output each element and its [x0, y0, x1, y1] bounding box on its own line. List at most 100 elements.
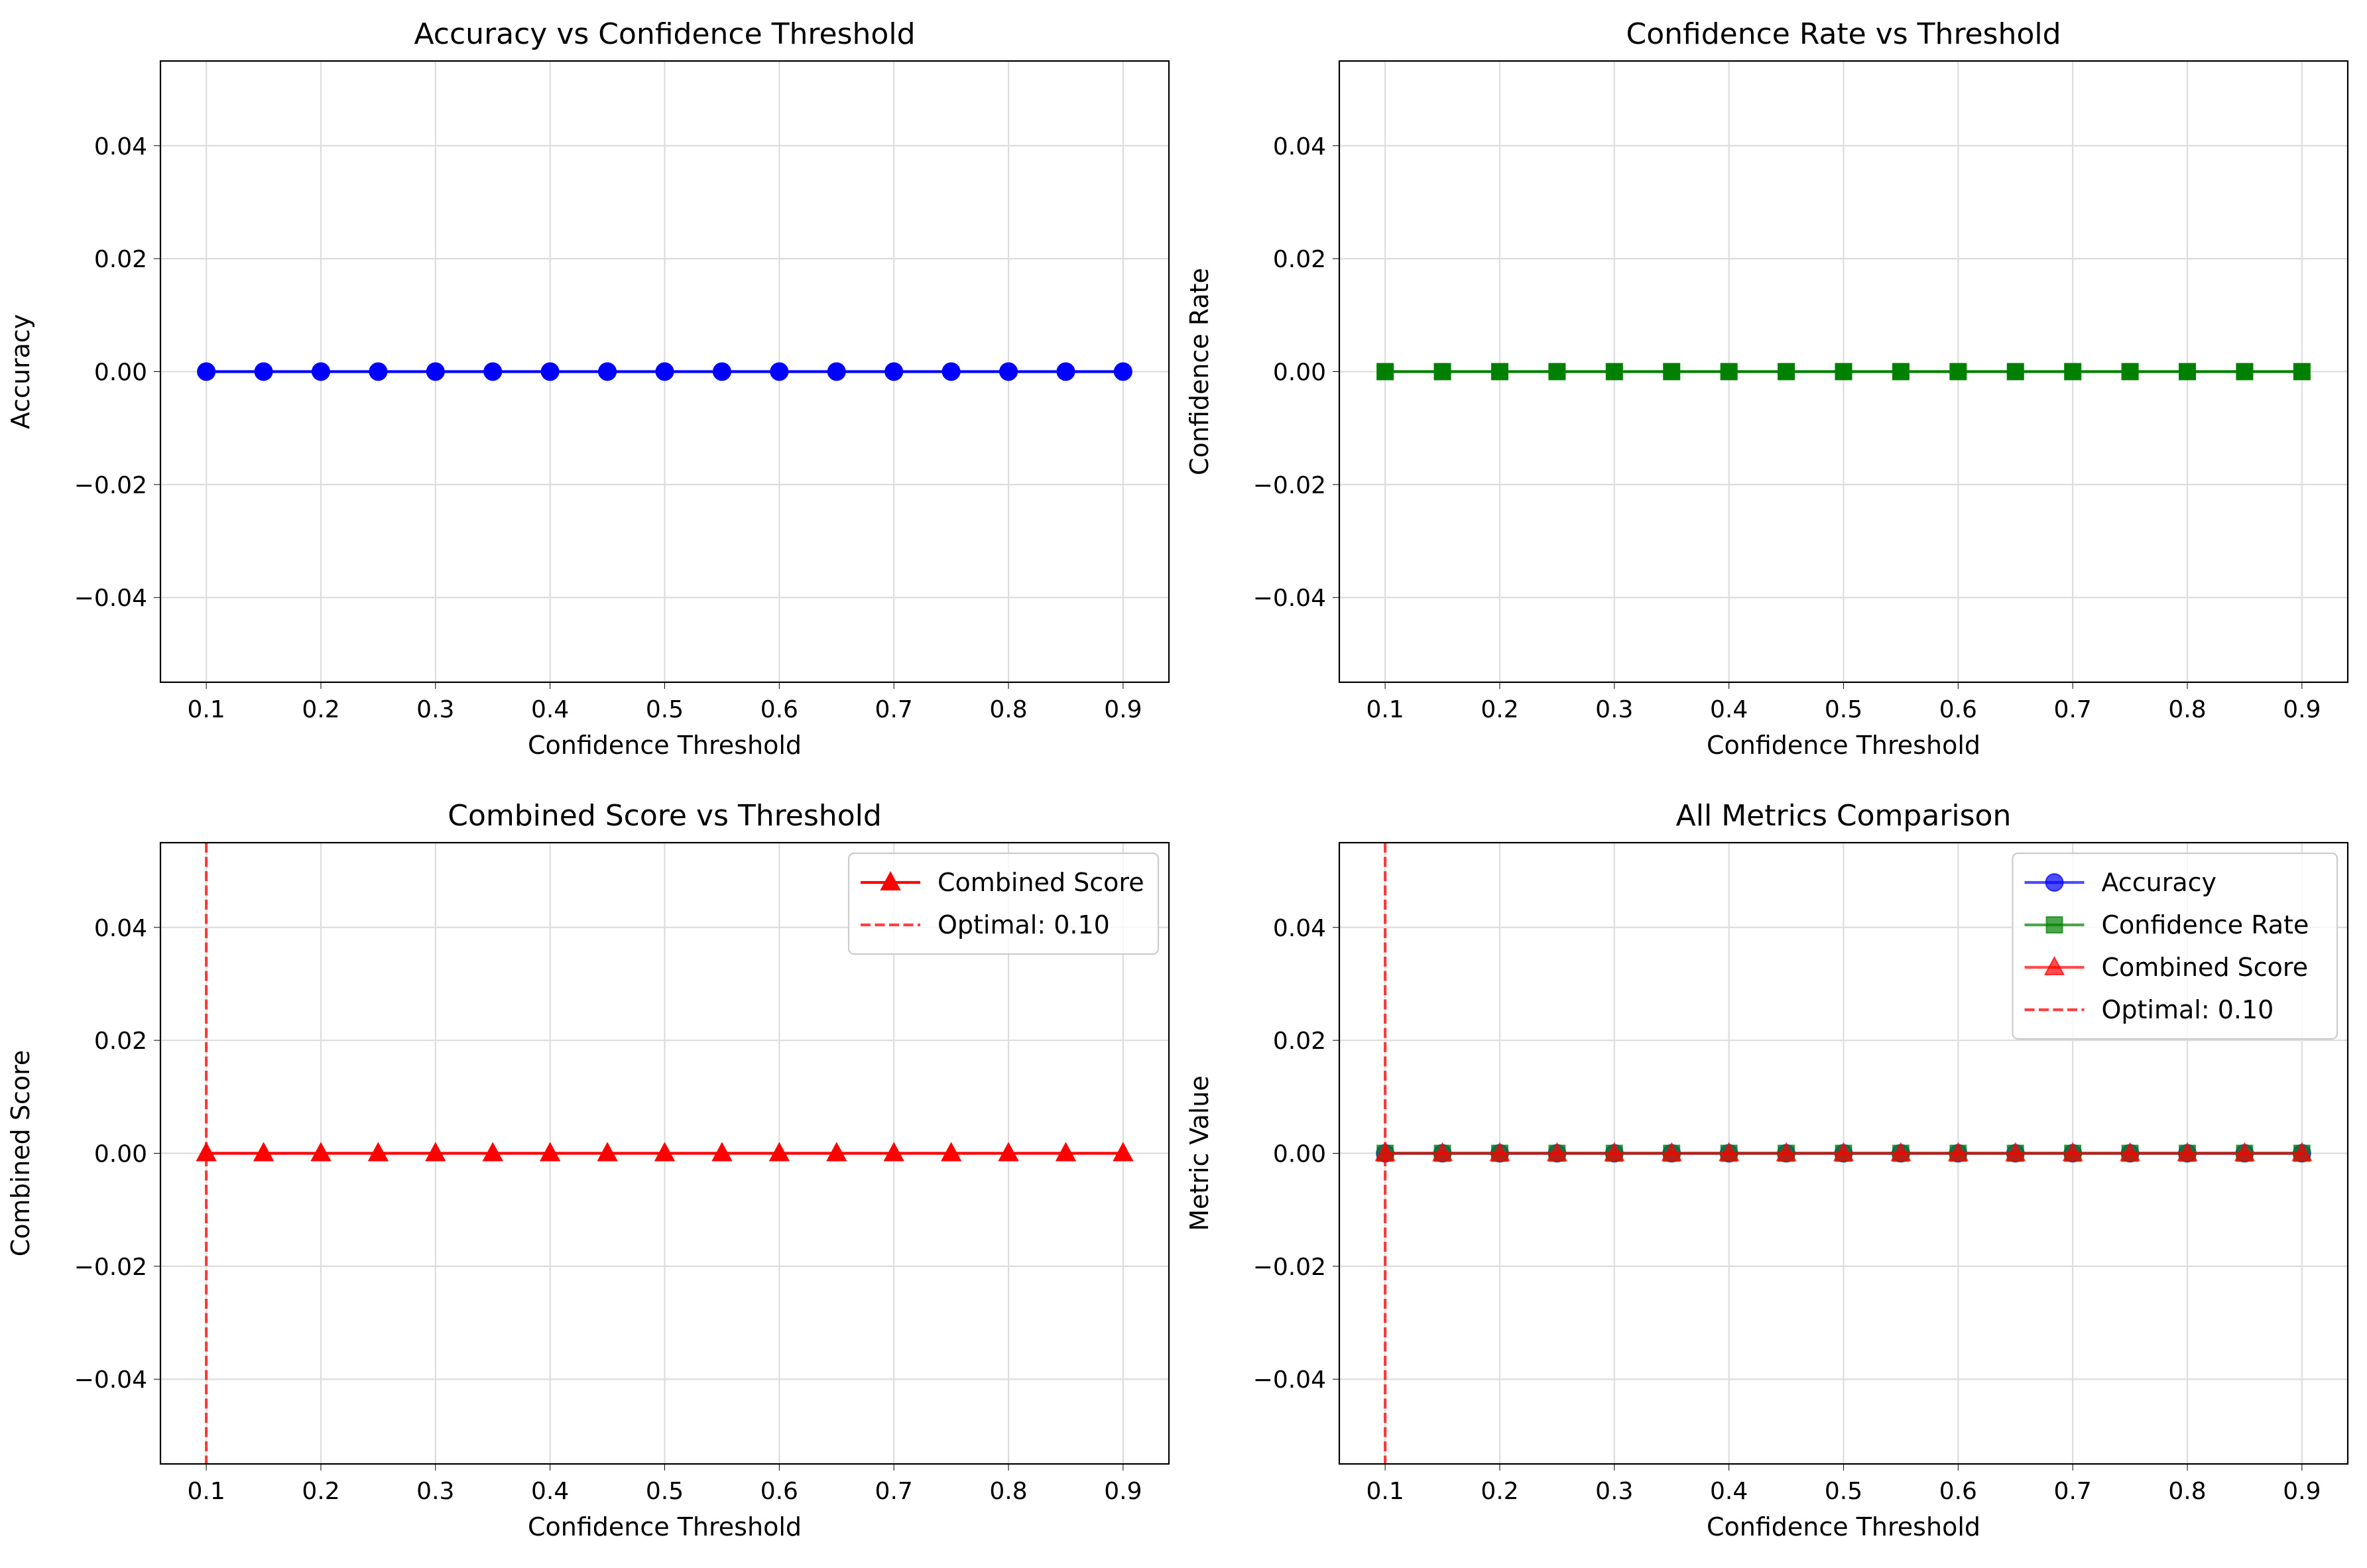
chart-panel-combined-score: 0.1 0.2 0.3 0.4 0.5 0.6 0.7 0.8 0.9 −0.04 −0.02 0.0… [6, 799, 1170, 1541]
x-tick-label: 0.1 [188, 696, 225, 723]
legend-entry: Optimal: 0.10 [2024, 995, 2274, 1024]
data-point [1546, 1142, 1568, 1162]
data-point [940, 1142, 962, 1162]
data-point [2293, 363, 2311, 381]
data-point [1433, 363, 1451, 381]
data-point [2006, 363, 2024, 381]
x-tick-label: 0.4 [531, 1478, 569, 1505]
x-tick-label: 0.4 [1710, 1478, 1748, 1505]
x-tick-label: 0.7 [2054, 1478, 2092, 1505]
data-point [655, 362, 674, 381]
data-point [1890, 1142, 1912, 1162]
data-point [2119, 1142, 2141, 1162]
y-tick-label: 0.00 [1273, 359, 1326, 387]
y-tick-label: −0.04 [74, 1366, 147, 1394]
data-point [1720, 363, 1738, 381]
x-tick-label: 0.2 [302, 696, 339, 723]
data-point [425, 1142, 446, 1162]
y-tick-label: 0.02 [1273, 1028, 1326, 1055]
data-point [310, 1142, 332, 1162]
data-point [654, 1142, 676, 1162]
legend-entry: Accuracy [2024, 868, 2217, 897]
data-point [1604, 1142, 1625, 1162]
data-point [826, 1142, 847, 1162]
x-tick-label: 0.6 [760, 696, 798, 723]
x-tick-label: 0.3 [416, 696, 454, 723]
data-point [998, 1142, 1019, 1162]
x-tick-label: 0.5 [1825, 1478, 1862, 1505]
data-point [539, 1142, 561, 1162]
data-point [1835, 363, 1852, 381]
y-tick-label: −0.02 [74, 472, 147, 499]
y-tick-label: −0.02 [74, 1254, 147, 1281]
legend-marker [2043, 955, 2065, 975]
y-tick-label: 0.00 [94, 1141, 147, 1168]
data-point [482, 1142, 503, 1162]
data-point [2064, 363, 2082, 381]
x-tick-label: 0.2 [302, 1478, 339, 1505]
data-point [197, 362, 216, 381]
x-tick-label: 0.3 [1595, 696, 1633, 723]
data-point [884, 362, 904, 381]
chart-title: Combined Score vs Threshold [448, 799, 882, 833]
y-tick-label: −0.02 [1253, 1254, 1326, 1281]
x-tick-label: 0.1 [188, 1478, 225, 1505]
data-point [2291, 1142, 2313, 1162]
legend-entry: Combined Score [861, 868, 1144, 897]
data-point [999, 362, 1018, 381]
x-tick-label: 0.7 [875, 696, 913, 723]
data-point [1718, 1142, 1740, 1162]
y-tick-label: −0.04 [74, 585, 147, 612]
data-point [1055, 1142, 1077, 1162]
y-tick-label: 0.04 [1273, 915, 1326, 942]
x-tick-label: 0.5 [646, 1478, 684, 1505]
data-point [426, 362, 445, 381]
legend-marker [880, 871, 901, 890]
x-tick-label: 0.5 [1825, 696, 1862, 723]
x-axis-label: Confidence Threshold [1707, 1512, 1980, 1541]
y-tick-label: 0.02 [94, 246, 147, 273]
data-point [711, 1142, 733, 1162]
data-point [483, 362, 503, 381]
chart-title: All Metrics Comparison [1676, 799, 2012, 833]
x-axis-label: Confidence Threshold [528, 1512, 802, 1541]
x-tick-label: 0.9 [2283, 696, 2321, 723]
data-point [2236, 363, 2254, 381]
data-point [1431, 1142, 1453, 1162]
data-point [2234, 1142, 2256, 1162]
x-tick-label: 0.9 [1104, 696, 1142, 723]
x-tick-label: 0.3 [1595, 1478, 1633, 1505]
legend-entry: Optimal: 0.10 [861, 910, 1110, 939]
y-tick-label: −0.04 [1253, 1366, 1326, 1394]
y-axis-label: Confidence Rate [1185, 268, 1214, 475]
data-point [1605, 363, 1623, 381]
legend-marker [2045, 873, 2064, 892]
x-tick-label: 0.2 [1481, 696, 1518, 723]
legend-label: Optimal: 0.10 [938, 910, 1110, 939]
data-point [1376, 363, 1394, 381]
data-point [1663, 363, 1681, 381]
legend: Combined Score Optimal: 0.10 [847, 852, 1160, 955]
data-point [712, 362, 731, 381]
x-tick-label: 0.2 [1481, 1478, 1518, 1505]
y-tick-label: 0.04 [1273, 133, 1326, 160]
chart-panel-all-metrics: 0.1 0.2 0.3 0.4 0.5 0.6 0.7 0.8 0.9 −0.04 −0.02 0.0… [1185, 799, 2349, 1541]
y-tick-label: −0.02 [1253, 472, 1326, 499]
x-tick-label: 0.9 [1104, 1478, 1142, 1505]
x-tick-label: 0.6 [1939, 1478, 1977, 1505]
x-tick-label: 0.6 [760, 1478, 798, 1505]
legend-label: Accuracy [2102, 868, 2217, 897]
legend-entry: Confidence Rate [2024, 910, 2309, 939]
data-point [311, 362, 330, 381]
y-tick-label: 0.00 [94, 359, 147, 387]
legend-label: Confidence Rate [2102, 910, 2309, 939]
x-tick-label: 0.1 [1366, 1478, 1404, 1505]
x-tick-label: 0.1 [1366, 696, 1404, 723]
x-tick-label: 0.8 [2168, 696, 2206, 723]
x-axis-label: Confidence Threshold [1707, 731, 1980, 760]
y-axis-label: Accuracy [6, 314, 35, 430]
legend: Accuracy Confidence Rate Combined Score Opt… [2012, 852, 2338, 1040]
x-tick-label: 0.7 [875, 1478, 913, 1505]
y-tick-label: 0.02 [94, 1028, 147, 1055]
